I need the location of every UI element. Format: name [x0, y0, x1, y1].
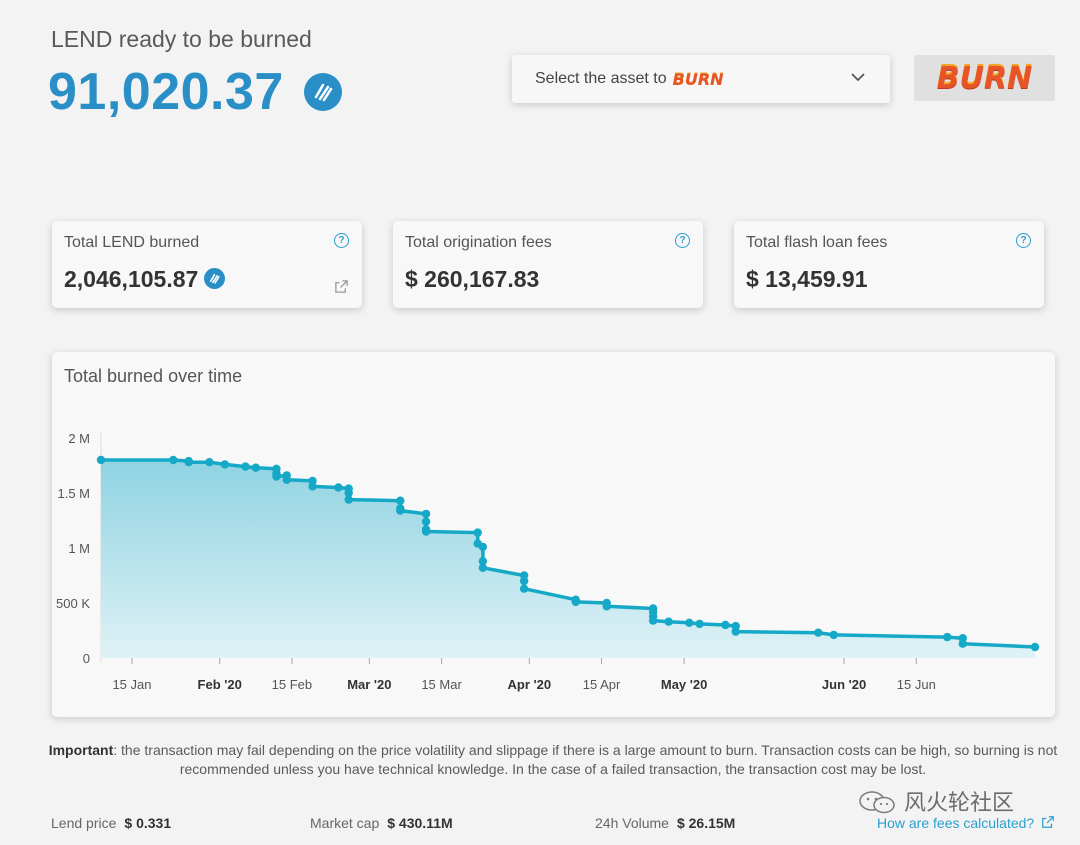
external-link-icon[interactable]	[334, 279, 349, 294]
burn-logo-text: BURN	[672, 69, 724, 89]
page-title: LEND ready to be burned	[51, 26, 312, 52]
data-point[interactable]	[272, 472, 281, 481]
wechat-icon	[859, 791, 895, 814]
data-point[interactable]	[648, 616, 658, 625]
card-title: Total LEND burned	[64, 234, 200, 251]
x-tick-label: Feb '20	[198, 677, 242, 692]
x-tick-label: 15 Mar	[421, 677, 462, 692]
data-point[interactable]	[251, 463, 261, 472]
total-flash-loan-fees-card: Total flash loan fees ? $ 13,459.91	[734, 221, 1044, 308]
data-point[interactable]	[478, 542, 488, 552]
data-point[interactable]	[421, 509, 431, 519]
x-tick-label: 15 Feb	[272, 677, 312, 692]
y-tick-label: 0	[83, 651, 90, 666]
watermark: 风火轮社区	[858, 785, 1014, 817]
burned-over-time-chart: 2 M 1.5 M 1 M 500 K 0 15 Jan Feb '20 15 Feb Mar…	[56, 431, 1040, 692]
data-point[interactable]	[473, 528, 482, 537]
card-title: Total flash loan fees	[746, 234, 888, 251]
card-value: $ 13,459.91	[746, 266, 868, 292]
asset-select-dropdown[interactable]: Select the asset to BURN	[512, 55, 890, 103]
data-point[interactable]	[220, 460, 230, 469]
volume-label: 24h Volume	[595, 815, 669, 831]
data-point[interactable]	[282, 475, 291, 484]
x-tick-label: 15 Jan	[112, 677, 151, 692]
data-point[interactable]	[421, 517, 431, 526]
y-tick-label: 1.5 M	[57, 486, 90, 501]
card-value: $ 260,167.83	[405, 266, 540, 292]
help-icon[interactable]: ?	[1016, 233, 1031, 248]
fees-link-text: How are fees calculated?	[877, 815, 1035, 831]
chart-area	[101, 460, 1035, 658]
data-point[interactable]	[396, 496, 405, 505]
disclaimer: Important: the transaction may fail depe…	[48, 741, 1058, 779]
chart-title: Total burned over time	[64, 366, 243, 386]
y-tick-label: 2 M	[68, 431, 90, 446]
data-point[interactable]	[721, 620, 730, 630]
volume-stat: 24h Volume $ 26.15M	[595, 815, 735, 831]
card-title: Total origination fees	[405, 234, 552, 251]
help-icon[interactable]: ?	[675, 233, 690, 248]
data-point[interactable]	[344, 495, 353, 504]
data-point[interactable]	[421, 527, 431, 536]
external-link-icon	[1042, 816, 1054, 828]
lend-token-icon	[304, 73, 342, 111]
x-tick-label: 15 Apr	[583, 677, 621, 692]
market-cap-stat: Market cap $ 430.11M	[310, 815, 453, 831]
data-point[interactable]	[958, 639, 967, 648]
total-origination-fees-card: Total origination fees ? $ 260,167.83	[393, 221, 703, 308]
data-point[interactable]	[685, 618, 694, 627]
x-tick-label: 15 Jun	[897, 677, 936, 692]
data-point[interactable]	[519, 584, 529, 593]
lend-ready-amount: 91,020.37	[48, 63, 284, 121]
chevron-down-icon	[851, 73, 865, 82]
data-point[interactable]	[731, 627, 740, 636]
lend-price-label: Lend price	[51, 815, 117, 831]
disclaimer-strong: Important	[48, 742, 114, 758]
lend-price-stat: Lend price $ 0.331	[51, 815, 171, 831]
disclaimer-text: : the transaction may fail depending on …	[113, 742, 1058, 777]
x-tick-label: Jun '20	[822, 677, 866, 692]
fees-info-link[interactable]: How are fees calculated?	[877, 815, 1055, 831]
help-icon[interactable]: ?	[334, 233, 349, 248]
burn-button[interactable]: BURN	[914, 55, 1055, 101]
data-point[interactable]	[344, 488, 353, 498]
data-point[interactable]	[96, 455, 106, 465]
data-point[interactable]	[519, 576, 529, 586]
x-tick-label: Mar '20	[347, 677, 391, 692]
volume-value: $ 26.15M	[676, 815, 736, 831]
data-point[interactable]	[308, 482, 317, 491]
lend-token-icon	[204, 268, 226, 289]
lend-price-value: $ 0.331	[124, 815, 172, 831]
data-point[interactable]	[664, 617, 673, 626]
data-point[interactable]	[1030, 642, 1040, 652]
card-value: 2,046,105.87	[64, 266, 199, 292]
data-point[interactable]	[184, 458, 193, 467]
data-point[interactable]	[334, 483, 343, 492]
data-point[interactable]	[602, 602, 611, 611]
y-tick-label: 500 K	[56, 596, 90, 611]
chart-card: 2 M 1.5 M 1 M 500 K 0 15 Jan Feb '20 15 Feb Mar…	[52, 352, 1055, 717]
data-point[interactable]	[396, 506, 405, 515]
x-tick-label: May '20	[661, 677, 707, 692]
watermark-text: 风火轮社区	[904, 790, 1015, 815]
data-point[interactable]	[478, 557, 488, 566]
data-point[interactable]	[829, 630, 838, 640]
y-tick-label: 1 M	[68, 541, 90, 556]
market-cap-label: Market cap	[310, 815, 380, 831]
data-point[interactable]	[478, 563, 488, 572]
data-point[interactable]	[943, 632, 952, 642]
data-point[interactable]	[169, 455, 178, 465]
data-point[interactable]	[205, 458, 214, 467]
x-tick-label: Apr '20	[508, 677, 552, 692]
asset-select-placeholder: Select the asset to	[535, 70, 667, 87]
data-point[interactable]	[814, 628, 823, 637]
data-point[interactable]	[571, 597, 580, 607]
data-point[interactable]	[241, 462, 250, 471]
total-lend-burned-card: Total LEND burned ? 2,046,105.87	[52, 221, 362, 308]
data-point[interactable]	[695, 619, 704, 629]
market-cap-value: $ 430.11M	[387, 815, 453, 831]
card-value-row: 2,046,105.87	[64, 266, 226, 293]
